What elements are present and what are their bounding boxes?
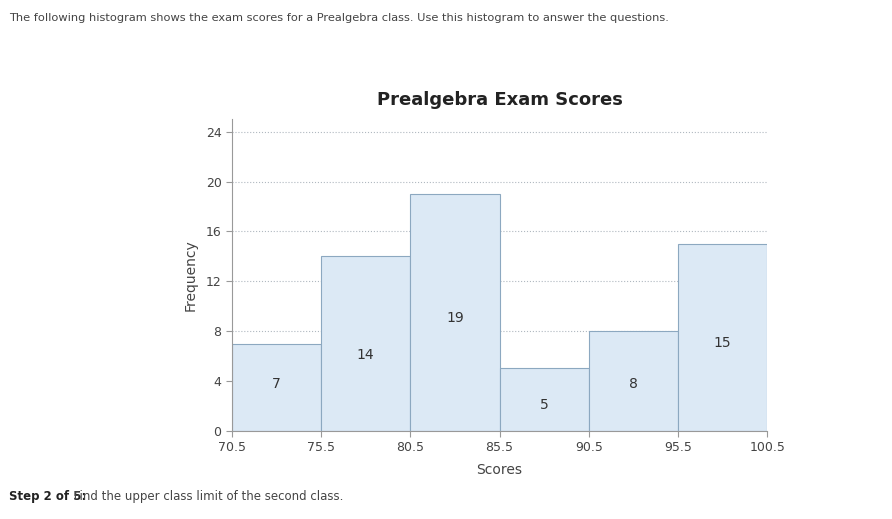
Text: 15: 15 <box>714 336 731 350</box>
X-axis label: Scores: Scores <box>476 462 523 476</box>
Bar <box>500 368 589 431</box>
Text: 8: 8 <box>629 377 638 391</box>
Bar <box>589 331 678 431</box>
Text: The following histogram shows the exam scores for a Prealgebra class. Use this h: The following histogram shows the exam s… <box>9 13 669 23</box>
Bar <box>321 256 410 431</box>
Text: 7: 7 <box>272 377 281 391</box>
Bar <box>678 244 767 431</box>
Y-axis label: Frequency: Frequency <box>183 239 197 311</box>
Text: 19: 19 <box>446 311 464 325</box>
Text: 14: 14 <box>357 348 375 362</box>
Bar <box>410 194 500 431</box>
Text: Step 2 of 5:: Step 2 of 5: <box>9 490 87 503</box>
Bar <box>232 344 321 431</box>
Title: Prealgebra Exam Scores: Prealgebra Exam Scores <box>376 91 623 110</box>
Text: Find the upper class limit of the second class.: Find the upper class limit of the second… <box>70 490 343 503</box>
Text: 5: 5 <box>540 398 549 412</box>
